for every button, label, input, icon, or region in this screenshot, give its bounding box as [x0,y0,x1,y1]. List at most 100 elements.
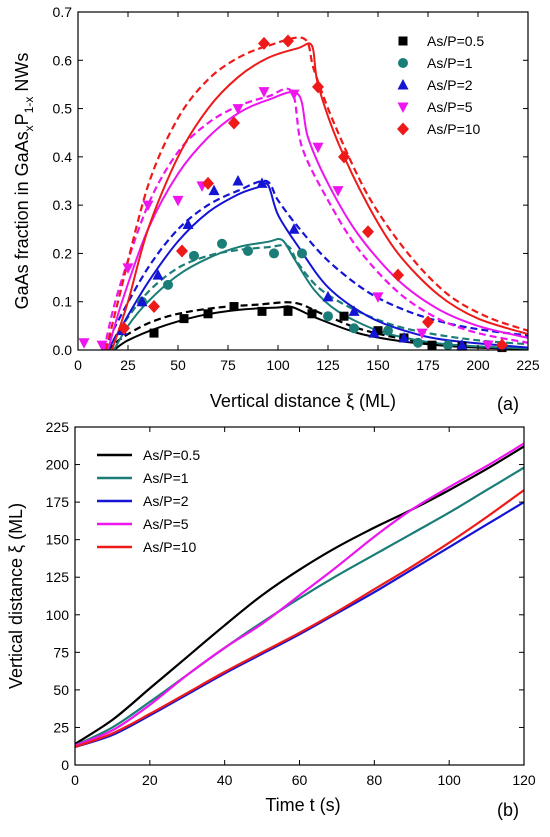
y-tick-label-a: 0.5 [53,101,73,117]
y-tick-label-b: 200 [46,457,70,473]
data-point-4-10 [392,268,404,282]
data-point-3-2 [122,263,134,274]
series-line-b-0 [75,445,524,745]
data-point-1-1 [163,279,173,290]
panel-a: 0 25 50 75 100 125 150 175 200 225 0.0 0.1 0.2 0.3 0.4… [12,4,540,414]
legend-label-a-4: As/P=10 [427,121,481,137]
series-line-b-1 [75,466,524,747]
solid-curve-3 [107,91,528,350]
data-point-0-7 [339,311,349,321]
data-point-2-12 [456,339,468,350]
data-point-2-11 [398,331,410,343]
y-axis-title-part: P [12,113,32,125]
x-tick-label-b: 60 [292,772,308,788]
legend-label-a-2: As/P=2 [427,77,473,93]
y-tick-label-b: 175 [46,494,70,510]
legend-marker-a-2 [397,79,409,90]
data-point-3-1 [96,340,108,352]
plot-frame-a [77,11,529,351]
y-axis-title-part: NWs [12,53,32,97]
data-point-0-3 [229,302,239,312]
y-axis-title-part: 1-x [22,97,36,114]
y-tick-label-a: 0.3 [53,197,73,213]
y-tick-label-b: 25 [53,719,69,735]
data-point-0-10 [427,340,437,350]
x-tick-label-a: 25 [120,357,136,373]
y-tick-label-a: 0.0 [53,342,73,358]
y-tick-label-a: 0.4 [53,149,73,165]
panel-b: 0 20 40 60 80 100 120 0 25 50 75 100 125 150 175 200 225… [6,419,536,820]
y-tick-label-a: 0.2 [53,245,73,261]
x-axis-title-a: Vertical distance ξ (ML) [210,391,396,411]
data-point-1-4 [243,246,253,257]
data-point-2-3 [182,218,194,229]
data-point-2-2 [152,269,164,280]
data-point-1-7 [323,311,333,322]
solid-curve-2 [107,182,528,350]
legend-label-b-3: As/P=5 [143,516,189,532]
legend-marker-a-0 [398,36,408,46]
data-point-1-10 [413,337,423,348]
y-tick-label-b: 75 [53,644,69,660]
y-tick-label-b: 125 [46,569,70,585]
data-point-3-3 [142,200,154,212]
dashed-curve-2 [103,179,528,350]
x-tick-label-b: 100 [437,772,461,788]
legend-label-a-3: As/P=5 [427,99,473,115]
data-point-3-0 [78,338,90,349]
series-line-b-4 [75,489,524,749]
x-tick-label-a: 50 [170,357,186,373]
dashed-curve-4 [104,36,528,350]
data-point-4-2 [176,244,188,258]
series-line-b-2 [75,501,524,749]
legend-label-b-4: As/P=10 [143,539,197,555]
data-point-3-10 [332,186,344,197]
data-point-4-9 [362,225,374,239]
data-point-4-7 [312,80,324,94]
data-point-4-4 [228,116,240,130]
data-point-2-6 [256,177,268,188]
data-point-1-6 [297,248,307,259]
data-point-3-7 [258,87,270,98]
data-point-2-9 [348,305,360,316]
legend-a: As/P=0.5 As/P=1 As/P=2 As/P=5 As/P=10 [397,33,484,137]
data-point-2-8 [322,290,334,302]
data-point-1-8 [349,323,359,334]
y-axis-title-a: GaAs fraction in GaAsxP1-x NWs [12,53,36,310]
series-line-b-3 [75,442,524,747]
legend-b: As/P=0.5 As/P=1 As/P=2 As/P=5 As/P=10 [97,447,200,555]
y-tick-label-b: 150 [46,532,70,548]
legend-label-b-1: As/P=1 [143,470,189,486]
solid-curve-1 [113,237,528,350]
data-point-4-5 [258,36,270,50]
data-point-1-3 [217,238,227,249]
legend-label-a-0: As/P=0.5 [427,33,484,49]
data-point-0-8 [373,326,383,336]
legend-marker-a-4 [397,122,409,136]
data-point-3-11 [372,292,384,303]
data-point-2-7 [288,223,300,234]
data-point-3-9 [312,142,324,154]
y-tick-label-a: 0.7 [53,4,73,20]
x-tick-label-a: 200 [466,357,490,373]
x-tick-label-a: 100 [266,357,290,373]
data-point-3-6 [232,104,244,115]
data-point-4-11 [422,315,434,329]
y-tick-label-b: 0 [61,757,69,773]
y-tick-label-a: 0.1 [53,294,73,310]
x-tick-label-b: 80 [367,772,383,788]
x-tick-label-a: 75 [220,357,236,373]
x-tick-label-a: 125 [316,357,340,373]
y-tick-label-a: 0.6 [53,52,73,68]
data-point-1-5 [269,248,279,259]
legend-label-b-2: As/P=2 [143,493,189,509]
x-tick-label-a: 150 [366,357,390,373]
dashed-curve-1 [107,244,528,350]
data-point-3-13 [482,340,494,352]
data-point-4-8 [338,150,350,164]
x-tick-label-b: 20 [142,772,158,788]
data-point-0-1 [179,314,189,324]
legend-marker-a-3 [397,102,409,113]
